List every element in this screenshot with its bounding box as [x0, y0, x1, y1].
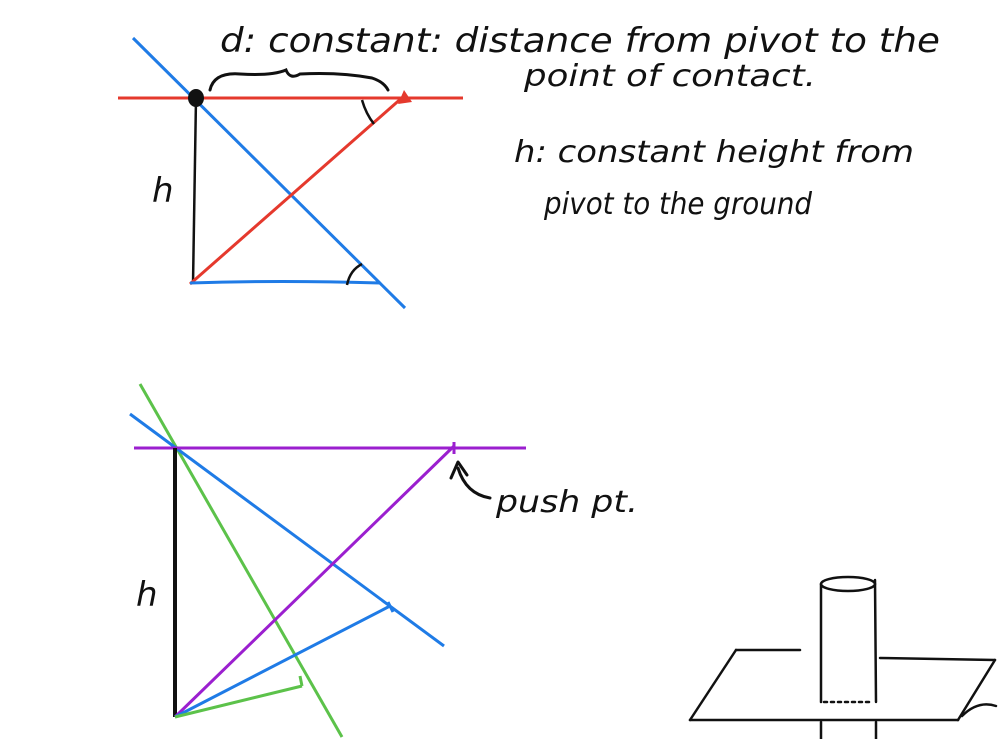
green-short-segment	[174, 684, 303, 719]
blue-short-tick	[386, 601, 395, 613]
green-short-tick	[298, 675, 304, 687]
angle-arc-bottom	[345, 262, 363, 286]
d-definition-line1: d: constant: distance from pivot to the	[220, 21, 940, 61]
bottom-diagram: push pt. h	[129, 383, 638, 738]
notes: d: constant: distance from pivot to the …	[220, 21, 940, 222]
red-diagonal-line	[189, 94, 405, 286]
plane-left-edge	[688, 648, 738, 722]
h-label-top: h	[152, 171, 174, 211]
push-point-arrowhead	[449, 460, 469, 480]
cylinder-top	[819, 575, 877, 593]
cylinder-right-side	[873, 578, 878, 704]
push-point-label: push pt.	[495, 485, 638, 520]
pivot-dot	[188, 89, 204, 107]
plane-corner-arrow	[960, 703, 998, 718]
top-diagram: h	[118, 36, 463, 310]
blue-diagonal-line	[131, 36, 407, 310]
blue-short-segment	[174, 604, 391, 719]
blue-ground-line	[189, 280, 381, 285]
post-sketch	[688, 575, 998, 739]
d-brace	[208, 68, 390, 92]
angle-arc-top	[360, 99, 375, 125]
d-definition-line2: point of contact.	[523, 59, 816, 94]
plane-top-right	[878, 656, 997, 662]
h-definition-line1: h: constant height from	[514, 135, 914, 170]
green-diagonal-line	[138, 383, 344, 738]
height-line-top	[191, 97, 198, 285]
h-label-bottom: h	[136, 575, 158, 615]
push-point-arrow	[456, 466, 492, 500]
red-arrow-tip	[398, 90, 412, 104]
h-definition-line2: pivot to the ground	[543, 187, 813, 222]
purple-diagonal-line	[173, 444, 456, 719]
plane-right-edge	[956, 658, 997, 722]
